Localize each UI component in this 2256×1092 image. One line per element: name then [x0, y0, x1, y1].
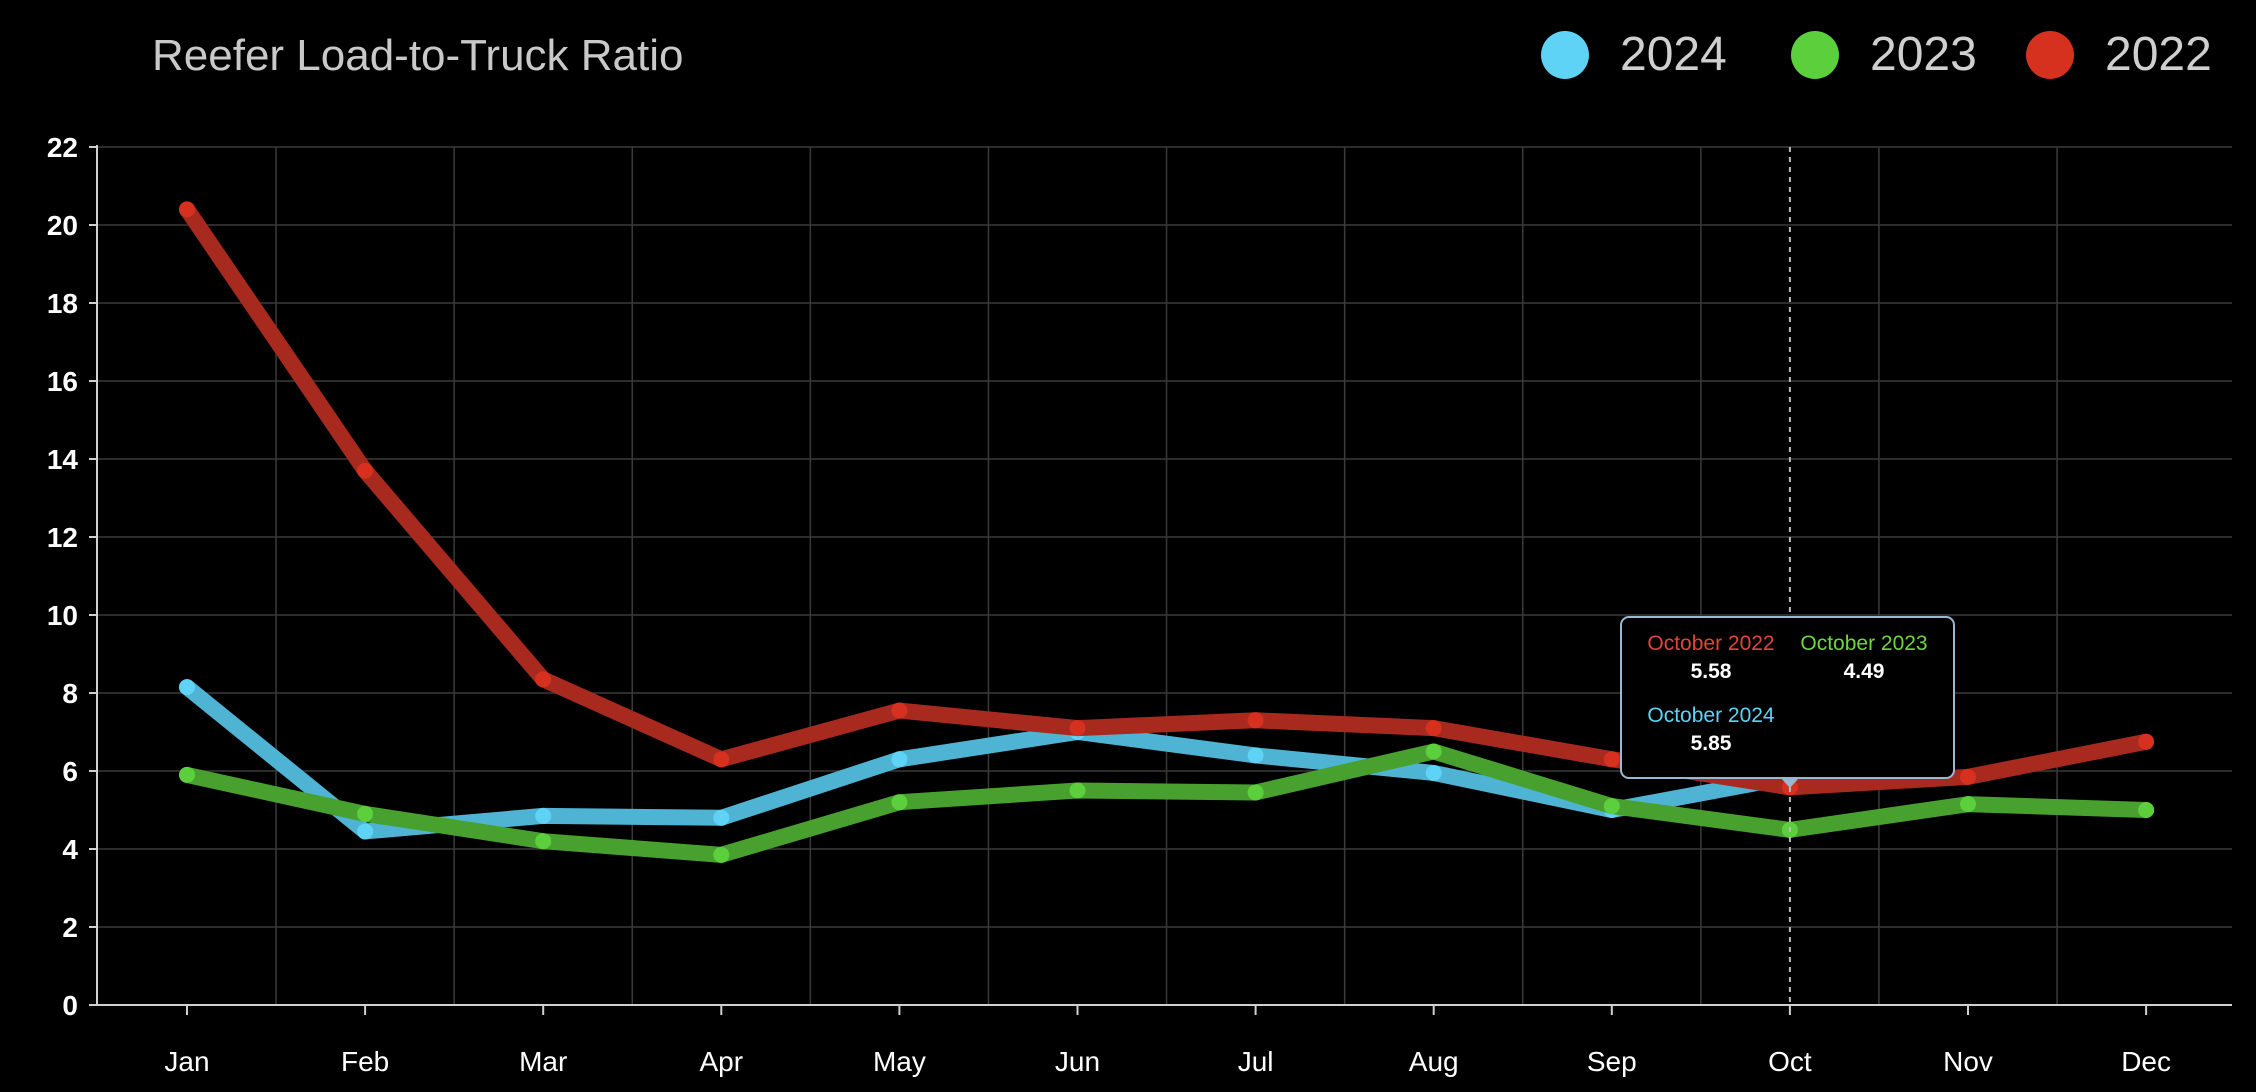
x-tick-label: Mar [519, 1046, 567, 1077]
data-point-2023 [1603, 798, 1620, 815]
series-line-2023 [179, 743, 2155, 863]
data-point-2022 [1603, 751, 1620, 768]
data-point-2023 [179, 766, 195, 783]
x-tick-label: Oct [1768, 1046, 1812, 1077]
chart-title: Reefer Load-to-Truck Ratio [152, 31, 683, 80]
tooltip-label: October 2024 [1647, 704, 1775, 727]
data-point-2023 [2138, 802, 2155, 818]
x-tick-label: Feb [341, 1046, 389, 1077]
y-tick-label: 22 [47, 132, 78, 163]
legend-label: 2022 [2105, 28, 2212, 81]
data-point-2023 [1247, 784, 1264, 801]
legend-item-2023: 2023 [1791, 28, 1977, 81]
y-tick-label: 20 [47, 210, 78, 241]
legend-label: 2023 [1870, 28, 1977, 81]
legend-item-2022: 2022 [2026, 28, 2212, 81]
data-point-2022 [1960, 768, 1976, 785]
x-tick-label: May [873, 1046, 926, 1077]
y-tick-label: 18 [47, 288, 78, 319]
data-point-2024 [713, 809, 730, 826]
y-tick-label: 10 [47, 600, 78, 631]
x-tick-label: Jul [1238, 1046, 1274, 1077]
y-tick-label: 16 [47, 366, 78, 397]
data-point-2023 [1960, 796, 1976, 813]
data-point-2024 [535, 807, 552, 824]
series-line-2022 [179, 201, 2155, 796]
y-tick-label: 6 [62, 756, 78, 787]
tooltip-value: 5.85 [1691, 732, 1732, 755]
x-tick-label: Sep [1587, 1046, 1637, 1077]
data-point-2024 [179, 679, 195, 696]
x-tick-label: Aug [1409, 1046, 1459, 1077]
axes: 0 2 4 6 8 10 12 14 16 18 20 22 Jan Feb Mar Apr May Jun Jul… [47, 132, 2232, 1077]
tooltip-value: 5.58 [1691, 660, 1732, 683]
data-point-2022 [1247, 712, 1264, 729]
x-tick-label: Jan [164, 1046, 209, 1077]
x-tick-label: Dec [2121, 1046, 2171, 1077]
x-tick-label: Nov [1943, 1046, 1993, 1077]
tooltip-pointer [1780, 778, 1799, 788]
data-point-2022 [891, 702, 908, 719]
data-point-2023 [1425, 743, 1442, 760]
series-2023 [179, 743, 2155, 863]
legend-marker [2026, 31, 2074, 79]
x-tick-label: Jun [1055, 1046, 1100, 1077]
tooltip-label: October 2023 [1800, 632, 1927, 655]
tooltip-entry: October 2024 5.85 [1647, 704, 1775, 755]
y-tick-label: 0 [62, 990, 78, 1021]
data-point-2022 [357, 462, 374, 479]
tooltip-label: October 2022 [1647, 632, 1774, 655]
legend-label: 2024 [1620, 28, 1727, 81]
data-point-2024 [357, 823, 374, 840]
data-point-2024 [891, 751, 908, 768]
legend-marker [1791, 31, 1839, 79]
tooltip-value: 4.49 [1844, 660, 1885, 683]
data-point-2022 [179, 201, 195, 218]
data-point-2022 [713, 751, 730, 768]
data-point-2023 [891, 794, 908, 811]
data-point-2023 [357, 805, 374, 822]
tooltip-entry: October 2023 4.49 [1800, 632, 1927, 683]
grid [97, 146, 2232, 1005]
y-tick-label: 12 [47, 522, 78, 553]
data-point-2023 [713, 846, 730, 863]
data-point-2022 [1069, 720, 1086, 737]
legend-item-2024: 2024 [1541, 28, 1727, 81]
legend-marker [1541, 31, 1589, 79]
data-point-2024 [1247, 747, 1264, 764]
y-tick-label: 4 [62, 834, 78, 865]
series-layer [179, 201, 2155, 863]
data-point-2022 [535, 671, 552, 688]
y-tick-label: 14 [47, 444, 79, 475]
data-point-2022 [1425, 720, 1442, 737]
legend: 2024 2023 2022 [1541, 28, 2212, 81]
data-point-2023 [535, 833, 552, 850]
tooltip-entry: October 2022 5.58 [1647, 632, 1774, 683]
data-point-2022 [2138, 733, 2155, 750]
y-tick-label: 8 [62, 678, 78, 709]
y-tick-label: 2 [62, 912, 78, 943]
data-point-2023 [1069, 782, 1086, 799]
x-tick-label: Apr [700, 1046, 744, 1077]
data-point-2024 [1425, 764, 1442, 781]
